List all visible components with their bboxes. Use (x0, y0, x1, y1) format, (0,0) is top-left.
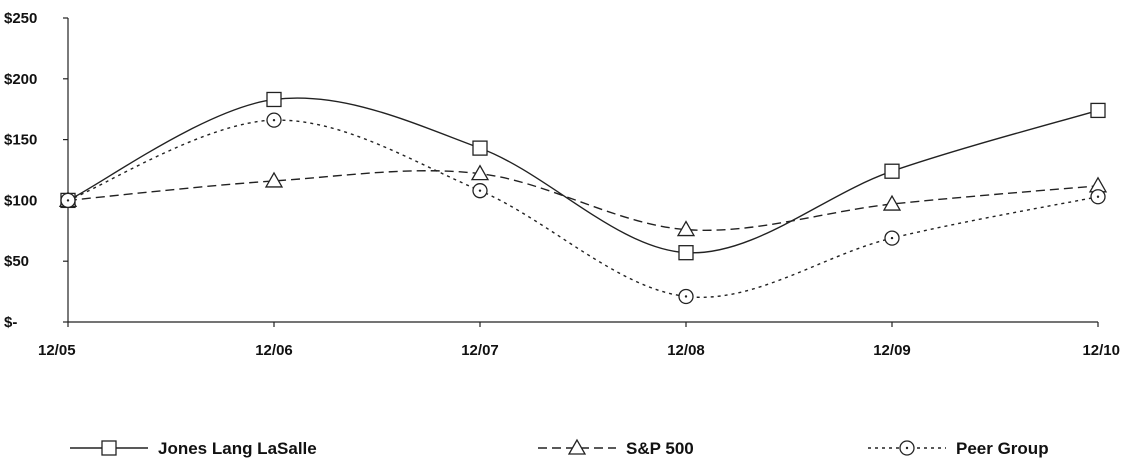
data-point (60, 192, 76, 209)
data-point (472, 183, 488, 199)
y-ticks: $- $50 $100 $150 $200 $250 (4, 10, 68, 331)
data-point (1090, 102, 1106, 119)
marker-dot (1096, 195, 1100, 198)
series-line (67, 119, 1099, 299)
series-peer-group (60, 112, 1106, 305)
x-tick-label: 12/07 (461, 342, 499, 359)
data-point (678, 245, 694, 261)
legend-marker (101, 440, 117, 456)
marker-dot (478, 189, 482, 192)
x-tick-label: 12/05 (38, 342, 76, 359)
data-point (678, 288, 694, 305)
data-point (884, 163, 900, 179)
x-ticks: 12/05 12/06 12/07 12/08 12/09 12/10 (38, 322, 1120, 359)
x-tick-label: 12/08 (667, 342, 705, 359)
legend-label: Jones Lang LaSalle (158, 439, 317, 458)
legend-label: Peer Group (956, 439, 1049, 458)
data-point (882, 194, 902, 211)
series-group (58, 91, 1108, 305)
data-point (676, 220, 696, 237)
legend-item-peer-group: Peer Group (868, 439, 1049, 458)
series-line (67, 170, 1099, 231)
data-point (472, 140, 488, 156)
y-tick-label: $50 (4, 253, 29, 270)
axes (67, 18, 1098, 323)
legend: Jones Lang LaSalle S&P 500 Peer Group (70, 438, 1049, 458)
data-point (1090, 189, 1106, 205)
y-tick-label: $100 (4, 192, 37, 209)
legend-item-s-p-500: S&P 500 (538, 438, 694, 458)
series-s-p-500 (58, 164, 1108, 237)
marker-dot (272, 118, 276, 122)
data-point (266, 112, 282, 128)
y-tick-label: $150 (4, 132, 37, 149)
x-tick-label: 12/06 (255, 342, 293, 359)
data-point (470, 164, 490, 181)
x-tick-label: 12/10 (1082, 342, 1120, 359)
series-line (67, 97, 1099, 254)
data-point (264, 171, 284, 188)
data-point (884, 230, 900, 246)
legend-marker (899, 440, 915, 456)
legend-item-jones-lang-lasalle: Jones Lang LaSalle (70, 439, 317, 458)
y-tick-label: $250 (4, 10, 37, 27)
legend-label: S&P 500 (626, 439, 694, 458)
marker-dot (66, 199, 70, 202)
marker-dot (905, 446, 909, 450)
legend-marker (567, 438, 587, 455)
data-point (266, 91, 282, 108)
y-tick-label: $- (4, 314, 17, 331)
marker-dot (890, 236, 894, 240)
marker-dot (684, 295, 688, 298)
x-tick-label: 12/09 (873, 342, 911, 359)
y-tick-label: $200 (4, 71, 37, 88)
series-jones-lang-lasalle (60, 91, 1106, 261)
